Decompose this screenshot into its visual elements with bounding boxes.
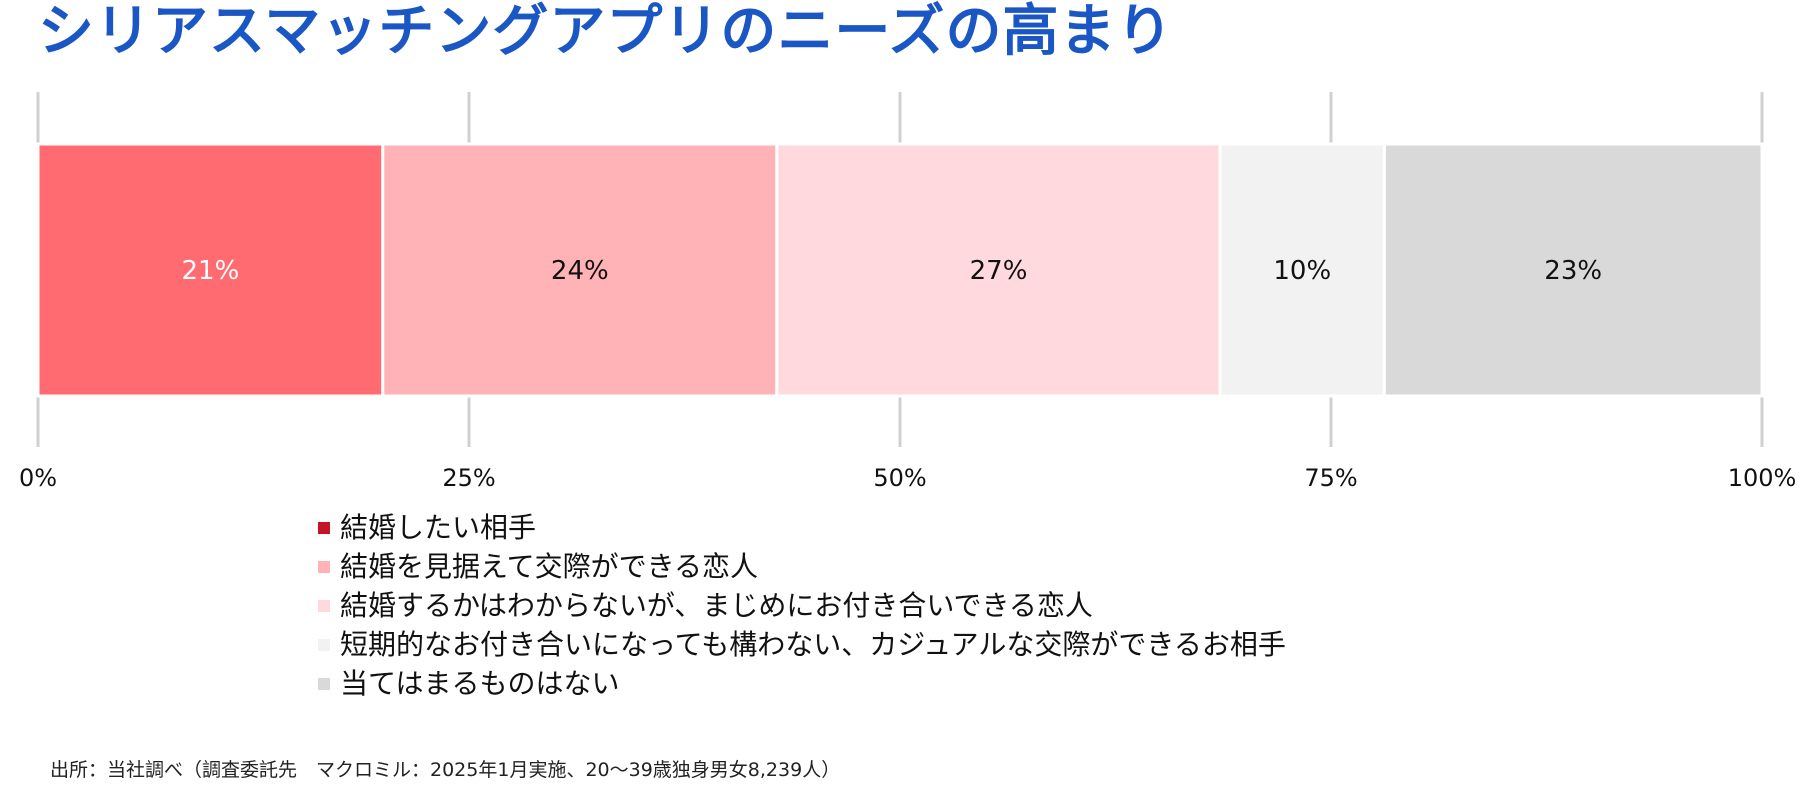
legend-item: 結婚するかはわからないが、まじめにお付き合いできる恋人	[318, 586, 1286, 625]
bar-segments	[36, 142, 1764, 398]
legend-label: 短期的なお付き合いになっても構わない、カジュアルな交際ができるお相手	[340, 628, 1286, 661]
bar-value-label: 21%	[182, 256, 240, 286]
legend-label: 当てはまるものはない	[340, 667, 620, 700]
legend-swatch	[318, 599, 330, 612]
bar-segment	[775, 142, 1222, 398]
x-tick-label: 50%	[873, 464, 926, 492]
x-axis-tick-labels: 0% 25% 50% 75% 100%	[19, 464, 1796, 492]
bar-value-labels: 21% 24% 27% 10% 23%	[182, 256, 1603, 286]
bar-value-label: 24%	[551, 256, 609, 286]
legend-swatch	[318, 677, 330, 690]
legend-item: 短期的なお付き合いになっても構わない、カジュアルな交際ができるお相手	[318, 625, 1286, 664]
x-tick-label: 75%	[1304, 464, 1357, 492]
x-tick-label: 25%	[442, 464, 495, 492]
legend-swatch	[318, 560, 330, 573]
bar-segment	[381, 142, 779, 398]
x-tick-label: 100%	[1728, 464, 1797, 492]
bar-segment	[1382, 142, 1764, 398]
stacked-bar-chart: 21% 24% 27% 10% 23% 0% 25% 50% 75% 100%	[19, 92, 1796, 492]
legend-label: 結婚するかはわからないが、まじめにお付き合いできる恋人	[340, 589, 1093, 622]
source-note: 出所：当社調べ（調査委託先 マクロミル：2025年1月実施、20～39歳独身男女…	[50, 759, 841, 781]
legend-swatch	[318, 638, 330, 651]
legend-item: 結婚を見据えて交際ができる恋人	[318, 547, 1286, 586]
legend-item: 結婚したい相手	[318, 508, 1286, 547]
legend-item: 当てはまるものはない	[318, 664, 1286, 703]
x-tick-label: 0%	[19, 464, 57, 492]
legend: 結婚したい相手結婚を見据えて交際ができる恋人結婚するかはわからないが、まじめにお…	[318, 508, 1286, 703]
bar-value-label: 23%	[1544, 256, 1602, 286]
chart-title: シリアスマッチングアプリのニーズの高まり	[38, 0, 1174, 64]
bar-segment	[36, 142, 385, 398]
bar-value-label: 27%	[970, 256, 1028, 286]
legend-label: 結婚したい相手	[340, 511, 537, 544]
legend-swatch	[318, 521, 330, 534]
legend-label: 結婚を見据えて交際ができる恋人	[340, 550, 759, 583]
bar-value-label: 10%	[1273, 256, 1331, 286]
